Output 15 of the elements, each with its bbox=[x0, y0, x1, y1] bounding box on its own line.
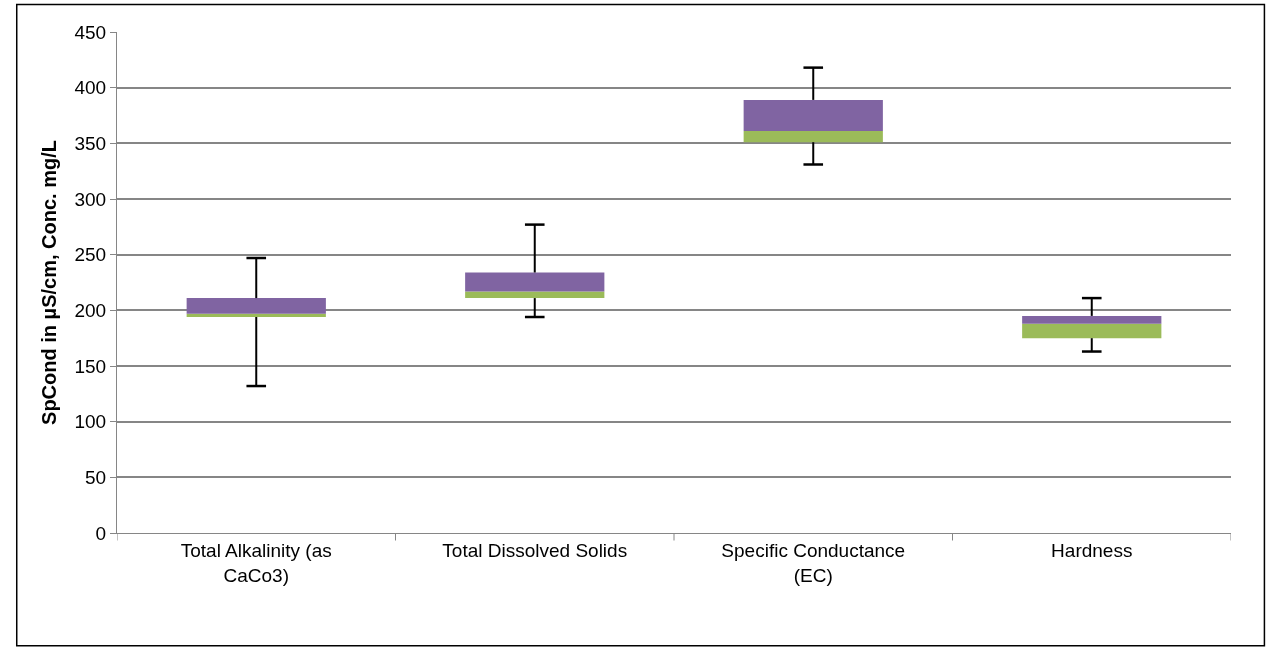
y-tick-label: 100 bbox=[74, 411, 107, 433]
y-tick-label: 450 bbox=[74, 21, 107, 43]
y-tick-label: 50 bbox=[85, 466, 107, 488]
x-tick-label: Total Alkalinity (as CaCo3) bbox=[180, 539, 332, 586]
x-tick-label: Hardness bbox=[1051, 539, 1133, 561]
y-tick-label: 300 bbox=[74, 188, 107, 210]
y-tick-label: 250 bbox=[74, 244, 107, 266]
y-tick-label: 0 bbox=[95, 522, 107, 544]
y-tick-label: 200 bbox=[74, 299, 107, 321]
y-tick-label: 400 bbox=[74, 77, 107, 99]
y-tick-label: 150 bbox=[74, 355, 107, 377]
y-tick-label: 350 bbox=[74, 132, 107, 154]
x-tick-label: Total Dissolved Solids bbox=[442, 539, 628, 561]
y-axis-title: SpCond in µS/cm, Conc. mg/L bbox=[38, 140, 60, 425]
x-tick-label: Specific Conductance (EC) bbox=[721, 539, 906, 586]
